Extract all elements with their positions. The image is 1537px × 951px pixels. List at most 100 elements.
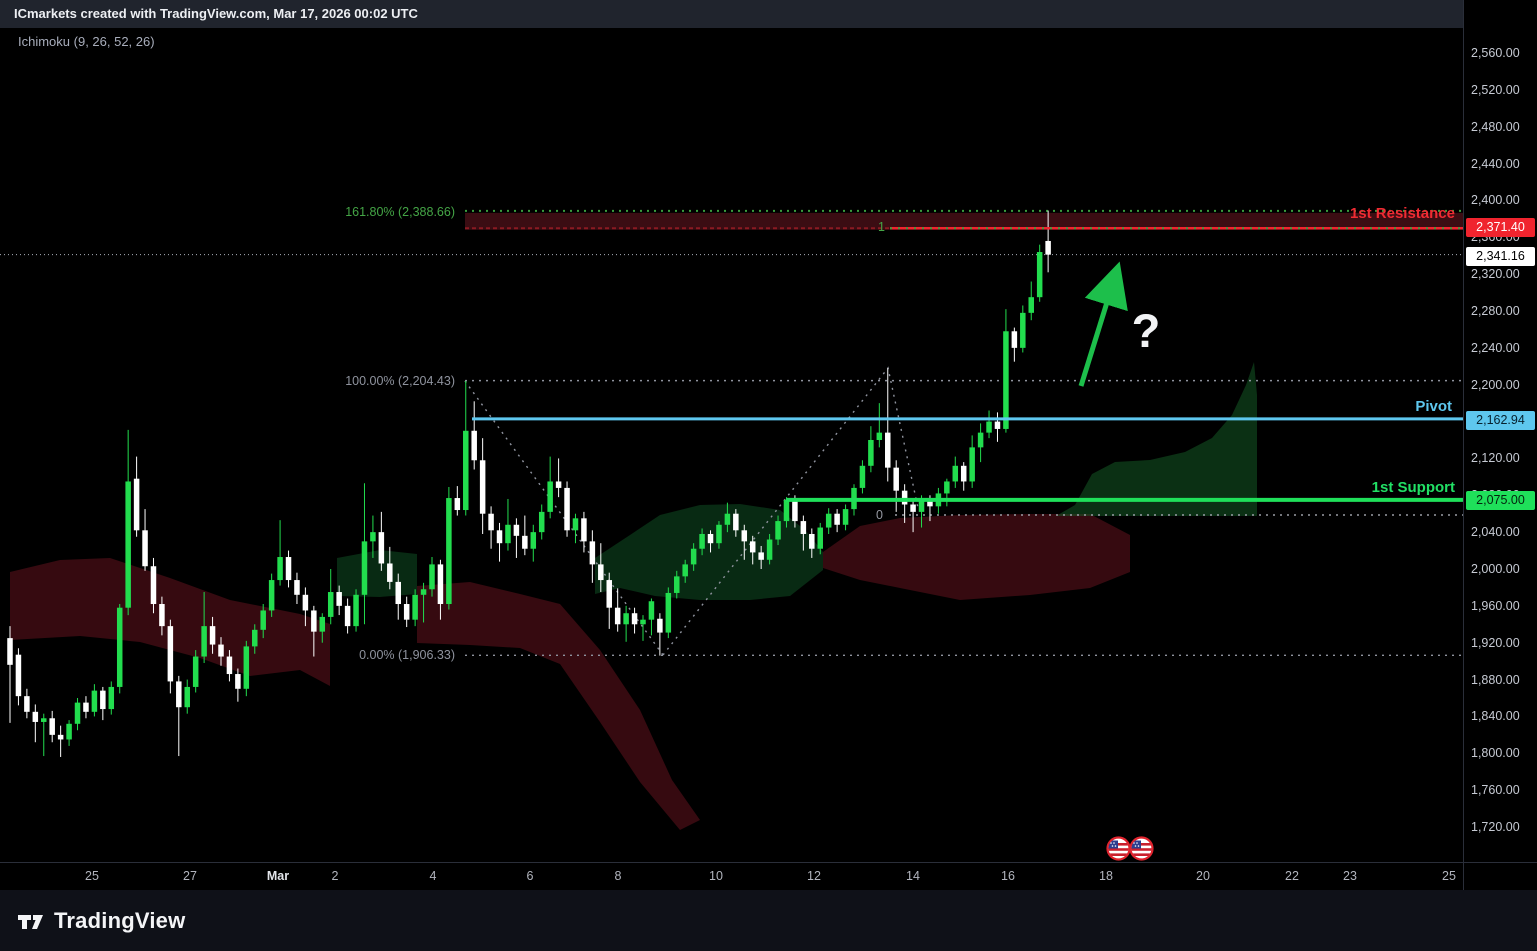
tradingview-logo-icon	[18, 915, 43, 929]
time-tick: 16	[1001, 869, 1015, 883]
candle-body	[252, 629, 258, 647]
candle-body	[420, 589, 427, 595]
candle-body	[192, 656, 199, 687]
candle-body	[387, 563, 393, 582]
candle-body	[758, 552, 764, 560]
first-support-label[interactable]: 1st Support	[1371, 479, 1455, 496]
candle-body	[572, 518, 579, 531]
candle-body	[640, 619, 646, 625]
price-axis[interactable]: 2,560.00 2,520.00 2,480.00 2,440.00 2,400.00…	[1463, 0, 1537, 862]
support-price-tag: 2,075.00	[1466, 490, 1535, 510]
watermark-title-bar: ICmarkets created with TradingView.com, …	[0, 0, 1537, 28]
candle-body	[834, 513, 840, 525]
candle-body	[100, 690, 106, 710]
time-tick: 23	[1343, 869, 1357, 883]
candle-body	[724, 513, 731, 525]
time-tick: 12	[807, 869, 821, 883]
price-tick: 2,320.00	[1471, 267, 1520, 282]
tradingview-wordmark: TradingView	[54, 908, 186, 933]
candle-body	[277, 557, 283, 581]
horizontal-level-lines	[472, 227, 1463, 502]
candle-body	[378, 532, 385, 564]
candle-body	[463, 430, 469, 511]
candle-body	[57, 734, 64, 740]
candle-body	[910, 504, 916, 512]
price-tick: 1,880.00	[1471, 672, 1520, 687]
time-tick: 10	[709, 869, 723, 883]
fib-trendline	[464, 380, 664, 656]
candle-body	[952, 465, 959, 482]
candle-body	[319, 616, 326, 632]
pivot-label[interactable]: Pivot	[1415, 398, 1452, 415]
price-tick: 1,840.00	[1471, 709, 1520, 724]
resistance-price-tag: 2,371.40	[1466, 217, 1535, 237]
candle-body	[648, 601, 655, 620]
candle-body	[792, 499, 798, 522]
candle-body	[176, 681, 182, 708]
fib-extension-zigzag	[662, 366, 919, 656]
candle-body	[944, 481, 950, 494]
candle-body	[294, 580, 300, 595]
candle-body	[766, 539, 773, 560]
price-tick: 2,120.00	[1471, 451, 1520, 466]
candle-body	[657, 618, 663, 633]
candle-body	[876, 432, 883, 441]
candle-body	[817, 527, 823, 549]
tradingview-logo[interactable]: TradingView	[16, 906, 185, 936]
candle-body	[235, 674, 241, 689]
footer-bar: TradingView	[0, 890, 1537, 951]
candle-body	[353, 594, 359, 627]
up-arrow[interactable]	[1078, 261, 1128, 387]
candle-body	[74, 702, 81, 724]
candle-body	[927, 499, 933, 507]
candle-body	[809, 533, 815, 549]
pivot-price-tag: 2,162.94	[1466, 410, 1535, 430]
candle-body	[505, 524, 511, 544]
us-flag-event-icon[interactable]	[1129, 836, 1154, 861]
candle-body	[91, 690, 98, 712]
candle-body	[488, 513, 494, 531]
candle-body	[268, 580, 275, 611]
candle-body	[522, 535, 528, 549]
price-tick: 2,440.00	[1471, 156, 1520, 171]
candle-body	[1045, 240, 1051, 255]
time-tick: 25	[85, 869, 99, 883]
candle-body	[555, 481, 562, 488]
time-tick: Mar	[266, 869, 290, 883]
candlestick-chart-canvas[interactable]	[0, 0, 1463, 862]
ichimoku-cloud-green	[337, 550, 417, 597]
us-flag-event-icon[interactable]	[1106, 836, 1131, 861]
time-tick: 6	[526, 869, 534, 883]
candle-body	[302, 594, 309, 611]
first-resistance-label[interactable]: 1st Resistance	[1349, 205, 1455, 222]
candle-body	[167, 626, 174, 682]
candle-body	[674, 576, 680, 593]
candle-body	[218, 644, 224, 657]
time-tick: 2	[331, 869, 339, 883]
candle-body	[83, 702, 89, 712]
candle-body	[150, 566, 157, 605]
price-tick: 1,760.00	[1471, 783, 1520, 798]
candle-body	[125, 481, 131, 608]
candle-body	[716, 524, 722, 544]
fib-161-label: 161.80% (2,388.66)	[345, 205, 455, 219]
candle-body	[885, 432, 891, 468]
candle-body	[32, 711, 39, 722]
time-tick: 8	[614, 869, 622, 883]
indicator-legend[interactable]: Ichimoku (9, 26, 52, 26)	[18, 34, 155, 49]
fib-0-label: 0.00% (1,906.33)	[359, 648, 455, 662]
ichimoku-cloud-green	[595, 504, 823, 600]
price-tick: 2,480.00	[1471, 119, 1520, 134]
time-axis[interactable]: 25 27 Mar 2 4 6 8 10 12 14 16 18 20 22 23 25	[0, 862, 1463, 890]
candle-body	[285, 557, 292, 581]
candle-body	[403, 604, 410, 620]
candle-body	[614, 607, 621, 625]
time-tick: 25	[1442, 869, 1456, 883]
candle-body	[184, 686, 190, 708]
price-tick: 2,400.00	[1471, 193, 1520, 208]
question-mark-annotation[interactable]: ?	[1131, 304, 1161, 357]
indicator-label[interactable]: Ichimoku (9, 26, 52, 26)	[18, 34, 155, 49]
ichimoku-cloud-green-future	[1056, 362, 1257, 516]
time-tick: 22	[1285, 869, 1299, 883]
candle-body	[209, 626, 216, 645]
